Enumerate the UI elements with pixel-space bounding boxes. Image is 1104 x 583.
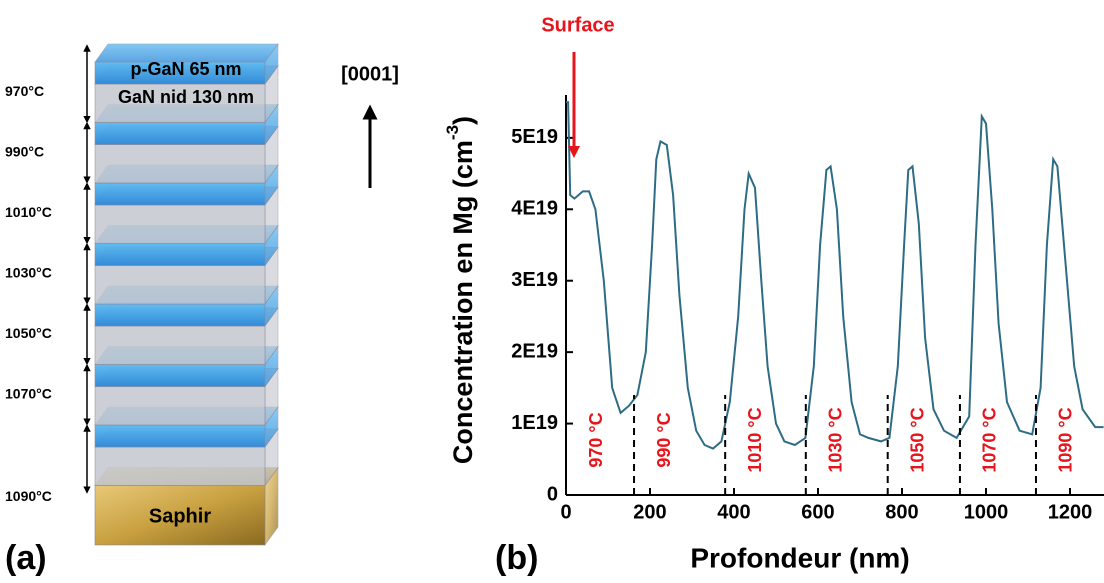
y-axis-label-part: -3 [443,125,462,140]
x-axis-label: Profondeur (nm) [690,542,909,573]
y-tick-label: 5E19 [511,126,558,148]
temperature-label: 990°C [5,143,44,159]
temperature-annotation: 1010 °C [745,407,765,472]
x-tick-label: 600 [801,501,834,523]
p-gan-layer [94,364,266,387]
chart: 0 1E19 2E19 3E19 4E19 5E19 0 200 400 600 800 1000 12… [443,14,1104,577]
temperature-annotation: 1050 °C [907,407,927,472]
y-axis-label-part: Concentration en Mg (cm [448,140,478,464]
temperature-label: 1090°C [5,488,52,504]
y-axis-label-part: ) [448,116,478,125]
temperature-label: 1070°C [5,385,52,401]
direction-label: [0001] [341,63,399,85]
y-tick-label: 0 [547,483,558,505]
p-gan-layer [94,122,266,145]
p-gan-layer [94,243,266,266]
temperature-label: 970°C [5,83,44,99]
gan-nid-layer [94,386,266,426]
p-gan-layer [94,61,266,85]
temperature-annotation: 1090 °C [1056,407,1076,472]
surface-label: Surface [541,14,614,36]
y-axis-label: Concentration en Mg (cm-3) [443,116,478,464]
y-tick-label: 3E19 [511,269,558,291]
p-gan-layer [94,303,266,327]
p-gan-layer [94,182,266,206]
p-gan-layer [94,424,266,448]
second-layer-label: GaN nid 130 nm [118,87,254,107]
substrate-label: Saphir [149,505,211,527]
gan-nid-layer [94,265,266,305]
temperature-annotation: 1030 °C [826,407,846,472]
temperature-label: 1030°C [5,264,52,280]
gan-nid-layer [94,144,266,184]
layer-diagram: Saphir 1090°C 1070°C 1050°C 1030°C 1010°C 990°… [5,43,279,546]
x-tick-label: 200 [633,501,666,523]
x-tick-label: 1000 [964,501,1009,523]
gan-nid-layer [94,325,266,365]
gan-nid-layer [94,83,266,123]
panel-label: (a) [5,539,47,577]
profile-line [566,101,1104,450]
x-tick-label: 800 [885,501,918,523]
temperature-annotation: 970 °C [586,412,606,467]
top-layer-label: p-GaN 65 nm [130,59,241,79]
substrate [94,485,266,546]
gan-nid-layer [94,204,266,244]
x-tick-label: 400 [717,501,750,523]
temperature-annotation: 1070 °C [980,407,1000,472]
y-tick-label: 4E19 [511,198,558,220]
y-tick-label: 2E19 [511,340,558,362]
temperature-label: 1050°C [5,325,52,341]
gan-nid-layer [94,446,266,486]
x-tick-label: 1200 [1048,501,1093,523]
temperature-label: 1010°C [5,204,52,220]
temperature-annotation: 990 °C [654,412,674,467]
y-tick-label: 1E19 [511,412,558,434]
panel-label: (b) [495,539,538,577]
x-tick-label: 0 [560,501,571,523]
